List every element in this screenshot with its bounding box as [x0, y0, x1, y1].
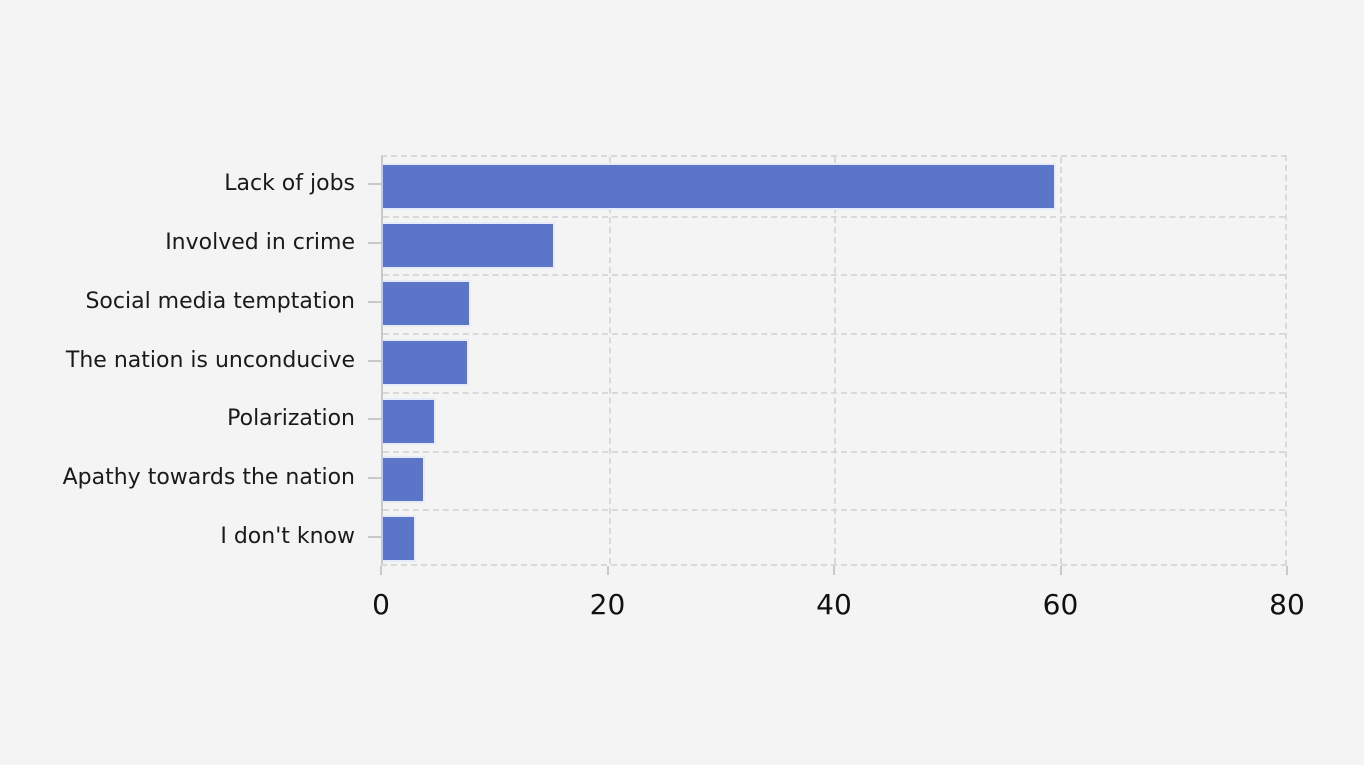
x-gridline — [1059, 157, 1062, 564]
x-tick — [1286, 566, 1288, 575]
category-label: Involved in crime — [165, 230, 355, 256]
x-gridline — [608, 157, 611, 564]
category-label: Polarization — [227, 406, 355, 432]
x-tick-label: 0 — [372, 588, 390, 621]
x-tick — [1059, 566, 1062, 575]
bar-3 — [383, 339, 470, 386]
bar-0 — [383, 162, 1056, 210]
category-label: The nation is unconducive — [65, 347, 355, 373]
x-tick — [380, 566, 382, 575]
bar-5 — [383, 456, 425, 504]
plot-area — [381, 155, 1287, 566]
category-label: Lack of jobs — [224, 171, 355, 197]
x-tick — [833, 566, 835, 575]
y-tick — [368, 242, 381, 245]
y-tick — [368, 535, 381, 538]
y-gridline — [383, 450, 1285, 453]
category-label: I don't know — [220, 523, 355, 549]
x-tick — [606, 566, 609, 575]
category-label: Apathy towards the nation — [62, 464, 355, 490]
bar-1 — [383, 221, 556, 269]
y-gridline — [383, 215, 1285, 218]
x-tick-label: 40 — [816, 588, 852, 621]
x-tick-label: 80 — [1269, 588, 1305, 621]
x-gridline — [834, 157, 836, 564]
y-gridline — [383, 274, 1285, 277]
y-tick — [368, 300, 381, 303]
x-tick-label: 20 — [589, 588, 626, 621]
y-tick — [368, 418, 381, 421]
y-tick — [368, 359, 381, 362]
y-tick — [368, 183, 381, 186]
y-gridline — [383, 509, 1285, 512]
bar-4 — [383, 397, 437, 445]
bar-6 — [383, 515, 416, 563]
y-gridline — [383, 333, 1285, 336]
y-gridline — [383, 391, 1285, 394]
category-label: Social media temptation — [85, 288, 355, 314]
x-tick-label: 60 — [1042, 588, 1079, 621]
bar-2 — [383, 280, 472, 328]
y-tick — [368, 476, 381, 479]
